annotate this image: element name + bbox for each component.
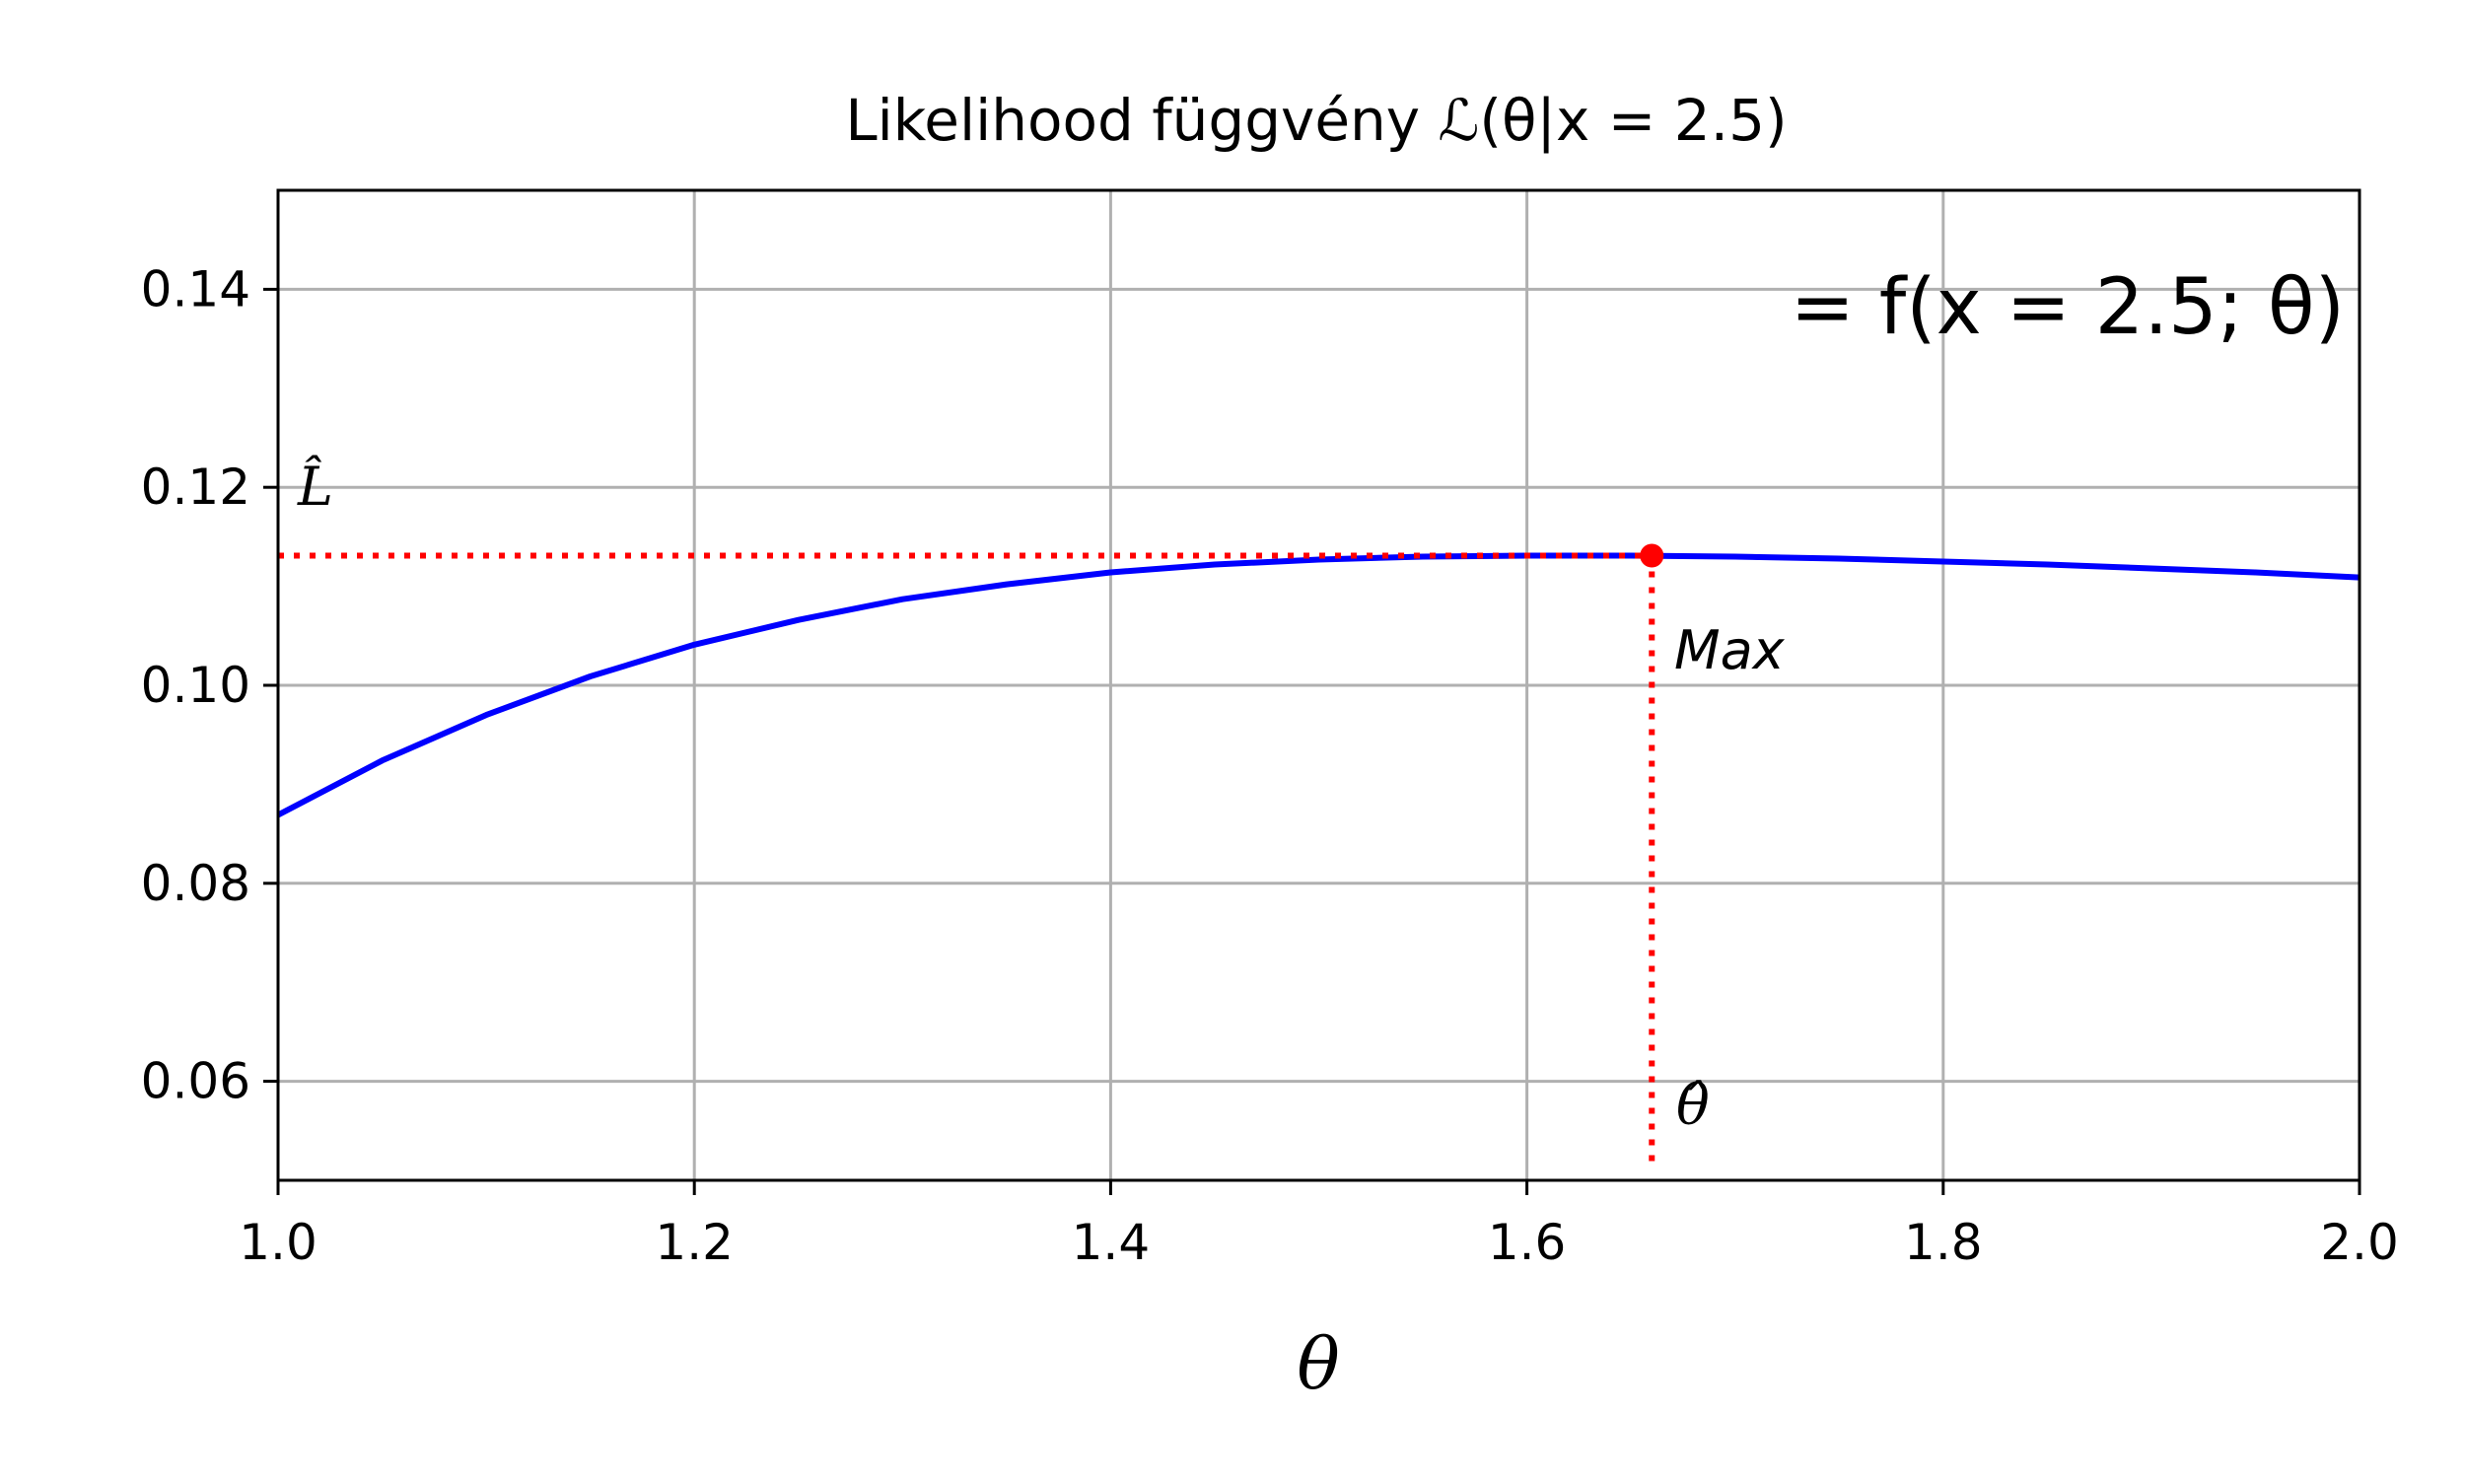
theta-hat-label: θ̂: [1676, 1074, 1710, 1138]
plot-layer: [276, 543, 2360, 1168]
y-tick-label: 0.14: [141, 260, 250, 318]
x-tick-label: 2.0: [2320, 1214, 2399, 1271]
max-point-marker: [1640, 543, 1664, 568]
likelihood-curve: [276, 552, 2360, 818]
l-hat-label: L̂: [297, 455, 333, 518]
x-tick-label: 1.8: [1904, 1214, 1983, 1271]
y-tick-label: 0.10: [141, 657, 250, 714]
y-tick-label: 0.12: [141, 459, 250, 516]
formula-annotation: = f(x = 2.5; θ): [1791, 263, 2345, 352]
y-tick-label: 0.06: [141, 1053, 250, 1110]
max-label: Max: [1674, 619, 1786, 681]
x-tick-label: 1.6: [1488, 1214, 1567, 1271]
tick-layer: 1.0 1.2 1.4 1.6 1.8 2.0 0.06 0.08 0.10 0.12 0.14: [141, 260, 2399, 1271]
y-tick-label: 0.08: [141, 855, 250, 912]
x-tick-label: 1.4: [1072, 1214, 1151, 1271]
x-tick-label: 1.2: [655, 1214, 734, 1271]
x-axis-label: θ: [1297, 1322, 1339, 1405]
chart-title: Likelihood függvény ℒ(θ|x = 2.5): [845, 87, 1787, 154]
x-tick-label: 1.0: [239, 1214, 317, 1271]
